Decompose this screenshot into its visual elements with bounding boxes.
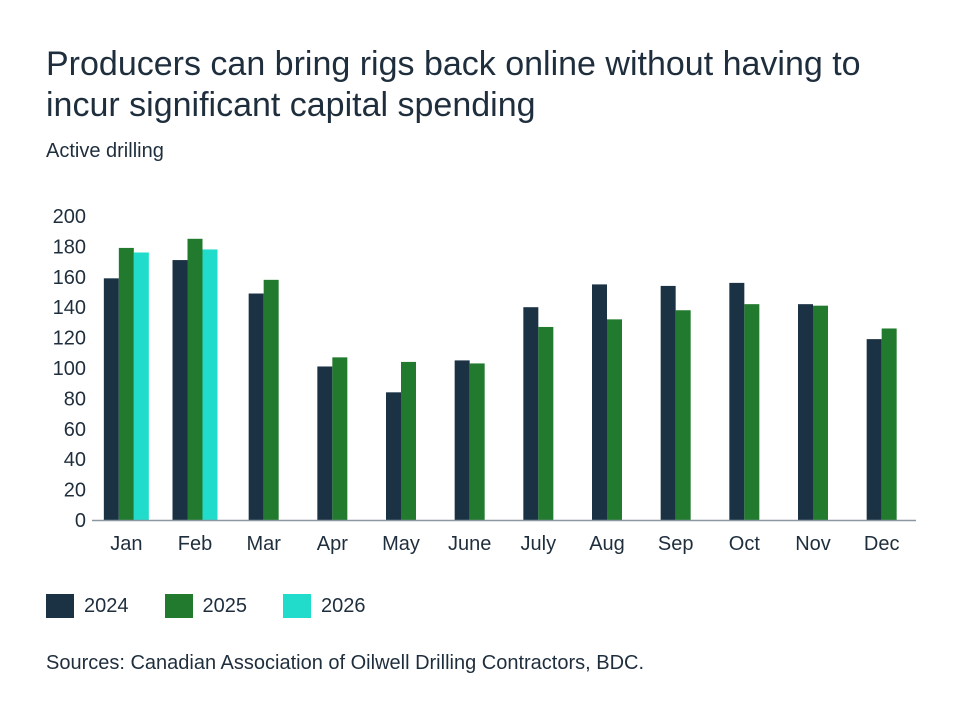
x-tick-label: Mar — [246, 533, 281, 555]
bar-2024-dec — [866, 339, 882, 520]
y-axis: 0 20 40 60 80 100 120 140 160 180 200 — [53, 206, 86, 532]
legend-item-2025: 2025 — [164, 594, 248, 618]
legend-label-2024: 2024 — [84, 594, 129, 617]
legend: 2024 2025 2026 — [46, 594, 366, 618]
legend-label-2026: 2026 — [321, 594, 366, 617]
x-tick-label: Jan — [110, 533, 142, 555]
legend-item-2026: 2026 — [283, 594, 366, 618]
x-tick-label: June — [448, 533, 491, 555]
bar-2025-july — [538, 326, 554, 520]
bar-2026-jan — [133, 252, 149, 521]
y-tick-label: 40 — [64, 449, 86, 471]
y-tick-label: 80 — [64, 388, 86, 410]
bar-2024-june — [454, 360, 470, 520]
bar-2025-feb — [187, 238, 203, 521]
bar-2024-feb — [172, 260, 188, 520]
x-tick-label: Aug — [589, 533, 625, 555]
x-axis: Jan Feb Mar Apr May June July Aug Sep Oct Nov Dec — [110, 533, 899, 555]
bar-2025-dec — [881, 328, 897, 520]
legend-swatch-2025 — [164, 594, 193, 618]
y-tick-label: 160 — [53, 267, 86, 289]
y-tick-label: 100 — [53, 358, 86, 380]
bar-2025-sep — [675, 310, 691, 520]
legend-item-2024: 2024 — [46, 594, 129, 618]
bar-2025-mar — [263, 279, 279, 520]
bar-2024-nov — [798, 304, 813, 520]
y-tick-label: 20 — [64, 480, 86, 502]
x-tick-label: Apr — [317, 533, 348, 555]
chart-subtitle: Active drilling — [46, 140, 164, 162]
legend-label-2025: 2025 — [202, 594, 248, 617]
bar-2025-jan — [118, 247, 134, 521]
bars — [103, 238, 897, 521]
bar-2024-apr — [317, 366, 333, 520]
y-tick-label: 180 — [53, 236, 86, 258]
x-tick-label: May — [382, 533, 420, 555]
y-tick-label: 120 — [53, 328, 86, 350]
legend-swatch-2024 — [46, 594, 74, 618]
y-tick-label: 60 — [64, 419, 86, 441]
x-tick-label: Nov — [795, 533, 831, 555]
bar-2024-mar — [248, 293, 264, 520]
x-tick-label: Feb — [178, 533, 212, 555]
y-tick-label: 200 — [53, 206, 86, 228]
bar-2024-july — [523, 307, 539, 520]
x-tick-label: Oct — [729, 533, 761, 555]
bar-2025-june — [469, 363, 485, 520]
bar-2024-sep — [660, 285, 676, 520]
bar-2024-aug — [592, 284, 607, 520]
bar-2026-feb — [202, 249, 218, 520]
source-note: Sources: Canadian Association of Oilwell… — [46, 652, 645, 674]
legend-swatch-2026 — [283, 594, 311, 618]
chart-title: Producers can bring rigs back online wit… — [46, 45, 861, 124]
x-tick-label: July — [521, 533, 557, 555]
x-tick-label: Sep — [658, 533, 694, 555]
y-tick-label: 0 — [75, 510, 86, 532]
bar-2025-may — [401, 361, 416, 520]
y-tick-label: 140 — [53, 297, 86, 319]
bar-2025-nov — [813, 305, 828, 520]
x-tick-label: Dec — [864, 533, 900, 555]
bar-2024-may — [386, 392, 401, 520]
bar-2025-aug — [607, 319, 622, 520]
bar-2025-oct — [744, 304, 760, 520]
bar-2024-jan — [103, 278, 119, 520]
bar-2025-apr — [332, 357, 348, 520]
bar-2024-oct — [729, 282, 745, 520]
